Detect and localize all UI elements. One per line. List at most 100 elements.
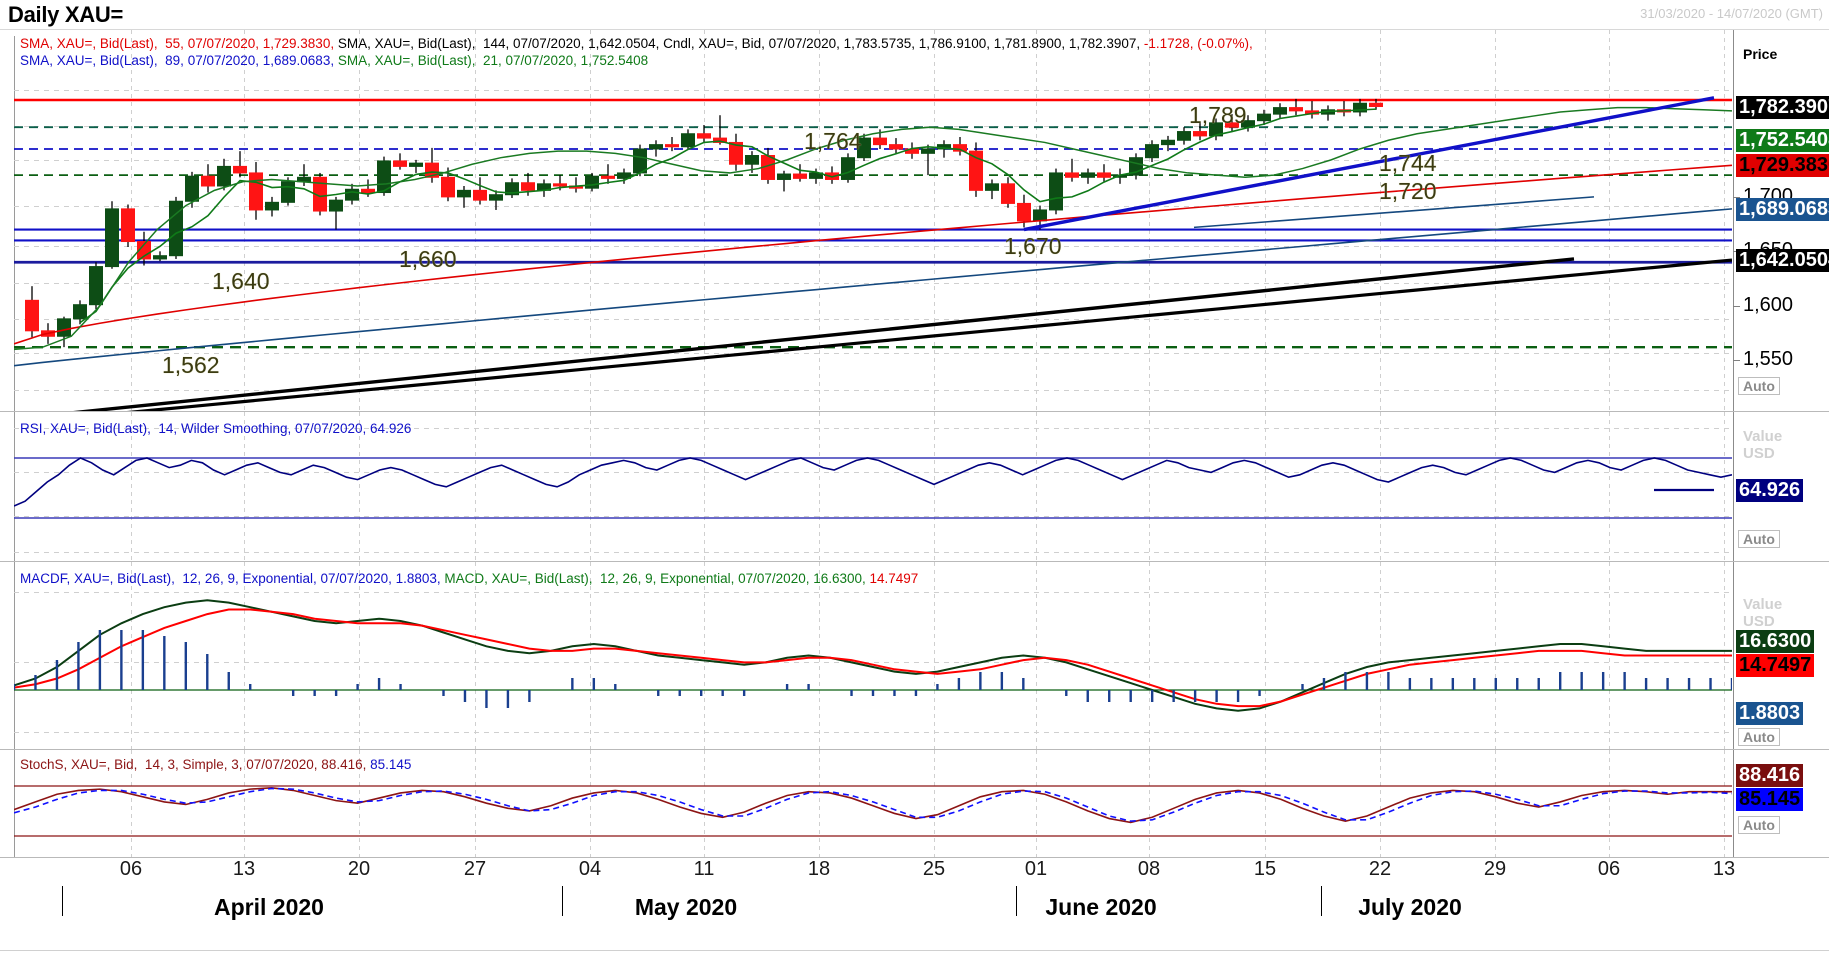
horizontal-gridline [14,592,1732,593]
macd-signal-tag[interactable]: 14.7497 [1736,654,1815,677]
sma89-tag[interactable]: 1,689.0683 [1736,197,1829,221]
stoch-axis-auto-button[interactable]: Auto [1738,816,1780,834]
vertical-gridline [475,412,476,562]
legend-line: StochS, XAU=, Bid, 14, 3, Simple, 3, 07/… [20,756,411,773]
price-panel-separator [0,411,1829,412]
vertical-gridline [359,562,360,750]
price-value-axis[interactable]: Price1,7001,6501,6001,5501,782.39071,752… [1733,30,1829,412]
price-axis-tick-label: 1,550 [1743,348,1794,371]
price-axis-tick [1733,196,1740,198]
candle-body [201,175,215,187]
candle-body [1001,183,1015,204]
price-level-annotation: 1,640 [212,268,270,294]
plot-line [1193,196,1595,229]
vertical-gridline [359,750,360,858]
vertical-gridline [1495,412,1496,562]
macd-hist-tag[interactable]: 1.8803 [1736,702,1804,725]
horizontal-gridline [14,160,1732,161]
stochastic-value-axis[interactable]: 88.416 85.145 Auto [1733,750,1829,858]
time-axis-month-label: July 2020 [1358,894,1462,920]
price-level-annotation: 1,720 [1379,178,1437,204]
horizontal-gridline [14,206,1732,207]
candle-body [281,181,295,203]
candle-body [441,176,455,198]
price-level-annotation: 1,670 [1004,233,1062,259]
macd-value-axis[interactable]: Value USD 16.6300 14.7497 1.8803 Auto [1733,562,1829,750]
stoch-k-tag[interactable]: 88.416 [1736,764,1804,787]
vertical-gridline [475,562,476,750]
vertical-gridline [590,412,591,562]
candle-body [1033,209,1047,222]
stochastic-panel: StochS, XAU=, Bid, 14, 3, Simple, 3, 07/… [0,750,1829,858]
horizontal-gridline [14,390,1732,391]
candle-body [1257,113,1271,122]
sma144-tag[interactable]: 1,642.0504 [1736,248,1829,272]
rsi-plot-area[interactable] [14,412,1732,562]
vertical-gridline [590,750,591,858]
time-axis-day-tick: 22 [1368,858,1392,880]
vertical-gridline [1609,412,1610,562]
candle-body [57,318,71,337]
time-axis-day-tick: 06 [119,858,143,880]
rsi-panel-separator [0,561,1829,562]
price-level-annotation: 1,660 [399,246,457,272]
macd-axis-auto-button[interactable]: Auto [1738,728,1780,746]
legend-segment: 14.7497 [869,571,919,586]
candle-body [409,162,423,167]
legend-segment: MACD, XAU=, Bid(Last), 12, 26, 9, Expone… [444,571,870,586]
candle-body [889,144,903,150]
price-plot-area[interactable]: 1,789 1,764 1,744 1,720 1,670 1,660 1,640 1,562 [14,30,1732,412]
candle-body [505,182,519,196]
vertical-gridline [1149,412,1150,562]
candle-body [1353,102,1367,113]
time-axis-day-tick: 06 [1597,858,1621,880]
vertical-gridline [244,30,245,412]
stoch-d-tag[interactable]: 85.145 [1736,788,1804,811]
vertical-gridline [1724,750,1725,858]
vertical-gridline [1265,562,1266,750]
stoch-panel-separator [0,857,1829,858]
candle-body [217,165,231,187]
rsi-value-tag[interactable]: 64.926 [1736,479,1804,502]
month-divider [1016,886,1017,916]
candle-body [265,201,279,211]
stochastic-plot-area[interactable] [14,750,1732,858]
time-axis[interactable]: 06 13 20 27 04 11 18 25 01 08 15 22 29 06 13 April 2020… [0,858,1829,954]
candle-body [809,172,823,179]
legend-segment: SMA, XAU=, Bid(Last), 55, 07/07/2020, 1,… [20,36,338,51]
vertical-gridline [704,30,705,412]
stochastic-legend: StochS, XAU=, Bid, 14, 3, Simple, 3, 07/… [20,756,411,773]
price-panel-left-rule [14,36,15,412]
candle-body [25,299,39,332]
candle-body [729,141,743,165]
vertical-gridline [1724,30,1725,412]
vertical-gridline [131,750,132,858]
last-price-tag[interactable]: 1,782.3907 [1736,96,1829,120]
price-axis-auto-button[interactable]: Auto [1738,377,1780,395]
candle-body [649,144,663,150]
series-polyline [79,108,1377,324]
macd-tag[interactable]: 16.6300 [1736,630,1815,653]
candle-body [1017,202,1031,222]
candle-body [857,137,871,159]
legend-segment: StochS, XAU=, Bid, 14, 3, Simple, 3, 07/… [20,757,371,772]
time-axis-day-tick: 11 [693,858,715,880]
candle-body [169,200,183,257]
sma55-tag[interactable]: 1,729.3830 [1736,153,1829,177]
macd-axis-value-label: Value [1743,596,1783,613]
price-axis-tick-label: 1,600 [1743,293,1794,316]
rsi-value-axis[interactable]: Value USD 64.926 Auto [1733,412,1829,562]
time-axis-month-label: April 2020 [214,894,324,920]
sma21-tag[interactable]: 1,752.5408 [1736,128,1829,152]
series-polyline [14,599,1732,712]
price-axis-rule [1733,30,1734,412]
horizontal-gridline [14,732,1732,733]
vertical-gridline [934,412,935,562]
vertical-gridline [1265,30,1266,412]
rsi-axis-auto-button[interactable]: Auto [1738,530,1780,548]
vertical-gridline [1380,750,1381,858]
plot-line [63,257,1575,412]
time-axis-day-tick: 13 [232,858,256,880]
macd-plot-area[interactable] [14,562,1732,750]
